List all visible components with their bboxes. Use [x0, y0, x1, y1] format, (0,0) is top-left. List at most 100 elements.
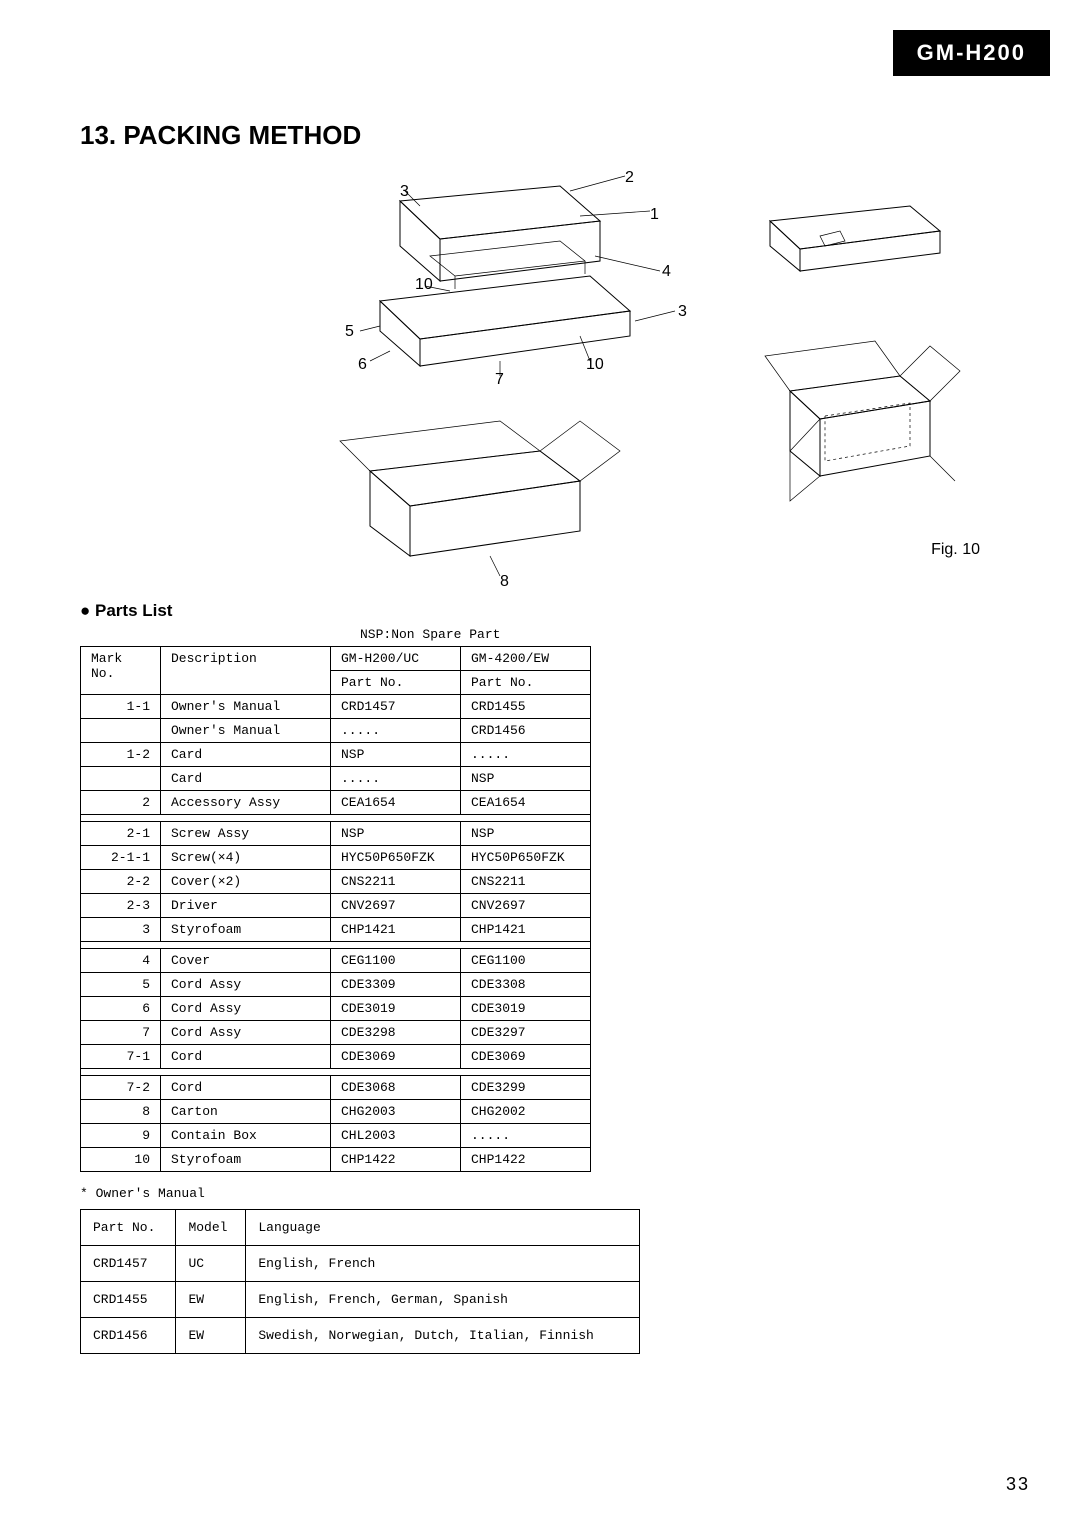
- table-cell: Cord: [161, 1076, 331, 1100]
- callout-7: 7: [495, 371, 504, 389]
- table-cell: .....: [331, 719, 461, 743]
- table-cell: CEA1654: [461, 791, 591, 815]
- table-cell: 6: [81, 997, 161, 1021]
- table-cell: 1-1: [81, 695, 161, 719]
- table-row: 10StyrofoamCHP1422CHP1422: [81, 1148, 591, 1172]
- col-pn-2: Part No.: [461, 671, 591, 695]
- table-cell: CRD1456: [81, 1318, 176, 1354]
- table-row: 7Cord AssyCDE3298CDE3297: [81, 1021, 591, 1045]
- table-cell: Cord Assy: [161, 973, 331, 997]
- table-cell: CNV2697: [461, 894, 591, 918]
- table-cell: 7-1: [81, 1045, 161, 1069]
- table-cell: Owner's Manual: [161, 695, 331, 719]
- parts-header-row-1: Mark No. Description GM-H200/UC GM-4200/…: [81, 647, 591, 671]
- table-row: 9Contain BoxCHL2003.....: [81, 1124, 591, 1148]
- table-cell: NSP: [461, 767, 591, 791]
- table-row: 2-2Cover(×2)CNS2211CNS2211: [81, 870, 591, 894]
- callout-1: 1: [650, 206, 659, 224]
- table-cell: 10: [81, 1148, 161, 1172]
- table-cell: .....: [461, 743, 591, 767]
- table-cell: CDE3069: [461, 1045, 591, 1069]
- table-cell: Cover: [161, 949, 331, 973]
- table-row: 4CoverCEG1100CEG1100: [81, 949, 591, 973]
- table-cell: 9: [81, 1124, 161, 1148]
- table-row: 2-1-1Screw(×4)HYC50P650FZKHYC50P650FZK: [81, 846, 591, 870]
- col-model-1: GM-H200/UC: [331, 647, 461, 671]
- table-cell: English, French: [246, 1246, 640, 1282]
- table-cell: EW: [176, 1282, 246, 1318]
- callout-10b: 10: [586, 356, 604, 374]
- table-cell: CDE3308: [461, 973, 591, 997]
- table-cell: CDE3019: [331, 997, 461, 1021]
- table-row: 8CartonCHG2003CHG2002: [81, 1100, 591, 1124]
- parts-table: Mark No. Description GM-H200/UC GM-4200/…: [80, 646, 591, 1172]
- col-model-2: GM-4200/EW: [461, 647, 591, 671]
- parts-list-heading: Parts List: [80, 601, 1020, 621]
- table-cell: 2: [81, 791, 161, 815]
- table-cell: 2-1-1: [81, 846, 161, 870]
- callout-10a: 10: [415, 276, 433, 294]
- table-cell: CHP1422: [331, 1148, 461, 1172]
- callout-2: 2: [625, 169, 634, 187]
- table-cell: CHP1421: [331, 918, 461, 942]
- table-cell: CHP1422: [461, 1148, 591, 1172]
- table-row: 1-1Owner's ManualCRD1457CRD1455: [81, 695, 591, 719]
- callout-4: 4: [662, 263, 671, 281]
- packing-diagram: 1 2 3 3 4 5 6 7 8 9 10 10 Fig. 10: [80, 161, 1020, 581]
- table-cell: Cord: [161, 1045, 331, 1069]
- manuals-col-lang: Language: [246, 1210, 640, 1246]
- table-cell: CDE3309: [331, 973, 461, 997]
- table-cell: 4: [81, 949, 161, 973]
- table-cell: CDE3299: [461, 1076, 591, 1100]
- table-row: CRD1456EWSwedish, Norwegian, Dutch, Ital…: [81, 1318, 640, 1354]
- section-title: 13. PACKING METHOD: [80, 120, 1020, 151]
- table-cell: 2-1: [81, 822, 161, 846]
- group-gap: [81, 942, 591, 949]
- table-cell: [81, 719, 161, 743]
- group-gap: [81, 815, 591, 822]
- side-diagrams: [730, 191, 980, 521]
- table-row: 1-2CardNSP.....: [81, 743, 591, 767]
- table-cell: .....: [331, 767, 461, 791]
- table-cell: Cord Assy: [161, 1021, 331, 1045]
- table-cell: CHL2003: [331, 1124, 461, 1148]
- manuals-col-pn: Part No.: [81, 1210, 176, 1246]
- table-cell: Cover(×2): [161, 870, 331, 894]
- table-cell: CDE3019: [461, 997, 591, 1021]
- table-row: Card.....NSP: [81, 767, 591, 791]
- table-cell: 2-2: [81, 870, 161, 894]
- table-cell: 5: [81, 973, 161, 997]
- callout-3a: 3: [400, 183, 409, 201]
- table-cell: NSP: [461, 822, 591, 846]
- exploded-diagram: [230, 161, 710, 581]
- table-cell: Cord Assy: [161, 997, 331, 1021]
- table-cell: CDE3068: [331, 1076, 461, 1100]
- table-cell: English, French, German, Spanish: [246, 1282, 640, 1318]
- table-cell: Screw(×4): [161, 846, 331, 870]
- table-cell: NSP: [331, 743, 461, 767]
- callout-5: 5: [345, 323, 354, 341]
- nsp-note: NSP:Non Spare Part: [360, 627, 1020, 642]
- table-row: 6Cord AssyCDE3019CDE3019: [81, 997, 591, 1021]
- table-cell: CDE3297: [461, 1021, 591, 1045]
- group-gap: [81, 1069, 591, 1076]
- model-badge: GM-H200: [893, 30, 1050, 76]
- table-cell: Styrofoam: [161, 918, 331, 942]
- table-cell: CDE3069: [331, 1045, 461, 1069]
- table-cell: 2-3: [81, 894, 161, 918]
- table-cell: CEG1100: [331, 949, 461, 973]
- table-cell: CRD1455: [81, 1282, 176, 1318]
- table-row: 7-1CordCDE3069CDE3069: [81, 1045, 591, 1069]
- table-row: 5Cord AssyCDE3309CDE3308: [81, 973, 591, 997]
- owners-manual-note: * Owner's Manual: [80, 1186, 1020, 1201]
- table-cell: Card: [161, 767, 331, 791]
- callout-8: 8: [500, 573, 509, 591]
- table-cell: [81, 767, 161, 791]
- table-cell: CHP1421: [461, 918, 591, 942]
- table-row: 2-3DriverCNV2697CNV2697: [81, 894, 591, 918]
- table-cell: CRD1455: [461, 695, 591, 719]
- table-cell: 1-2: [81, 743, 161, 767]
- table-cell: CHG2003: [331, 1100, 461, 1124]
- table-cell: 7: [81, 1021, 161, 1045]
- table-row: 7-2CordCDE3068CDE3299: [81, 1076, 591, 1100]
